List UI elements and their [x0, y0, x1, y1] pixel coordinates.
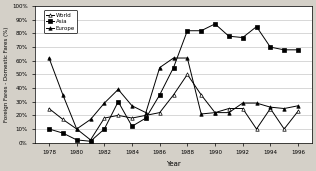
World: [185, 73, 189, 75]
Europe: [213, 112, 217, 114]
Asia: [213, 23, 217, 25]
World: [255, 128, 258, 130]
Asia: [88, 140, 92, 142]
Line: Europe: Europe: [47, 56, 300, 131]
Asia: [75, 139, 79, 141]
Europe: [116, 88, 120, 90]
Asia: [296, 49, 300, 51]
World: [269, 108, 272, 110]
World: [61, 118, 65, 120]
Asia: [116, 101, 120, 103]
World: [296, 110, 300, 112]
Asia: [227, 35, 231, 37]
World: [47, 108, 51, 110]
Europe: [296, 105, 300, 107]
World: [75, 128, 79, 130]
World: [172, 94, 175, 96]
Europe: [227, 112, 231, 114]
Asia: [185, 30, 189, 32]
Europe: [88, 118, 92, 120]
Line: World: World: [47, 73, 300, 142]
Asia: [158, 94, 161, 96]
World: [144, 114, 148, 116]
Europe: [185, 57, 189, 59]
Asia: [172, 67, 175, 69]
Europe: [75, 128, 79, 130]
Asia: [61, 132, 65, 134]
World: [241, 108, 245, 110]
World: [116, 114, 120, 116]
World: [88, 139, 92, 141]
World: [227, 108, 231, 110]
Europe: [199, 113, 203, 115]
Asia: [199, 30, 203, 32]
Europe: [158, 67, 161, 69]
Asia: [102, 128, 106, 130]
Europe: [269, 106, 272, 108]
World: [199, 94, 203, 96]
Asia: [255, 26, 258, 28]
Y-axis label: Foreign Fares - Domestic Fares (%): Foreign Fares - Domestic Fares (%): [4, 27, 9, 122]
Asia: [282, 49, 286, 51]
World: [282, 128, 286, 130]
Europe: [255, 102, 258, 104]
Asia: [47, 128, 51, 130]
Europe: [282, 108, 286, 110]
Europe: [144, 112, 148, 114]
Legend: World, Asia, Europe: World, Asia, Europe: [44, 10, 77, 33]
Line: Asia: Asia: [47, 22, 300, 143]
Europe: [61, 94, 65, 96]
World: [158, 112, 161, 114]
Europe: [102, 102, 106, 104]
World: [102, 117, 106, 119]
X-axis label: Year: Year: [166, 161, 181, 167]
World: [213, 112, 217, 114]
Asia: [130, 125, 134, 127]
Europe: [47, 57, 51, 59]
Asia: [269, 46, 272, 48]
Europe: [172, 57, 175, 59]
Europe: [241, 102, 245, 104]
Europe: [130, 105, 134, 107]
Asia: [241, 37, 245, 39]
World: [130, 117, 134, 119]
Asia: [144, 117, 148, 119]
